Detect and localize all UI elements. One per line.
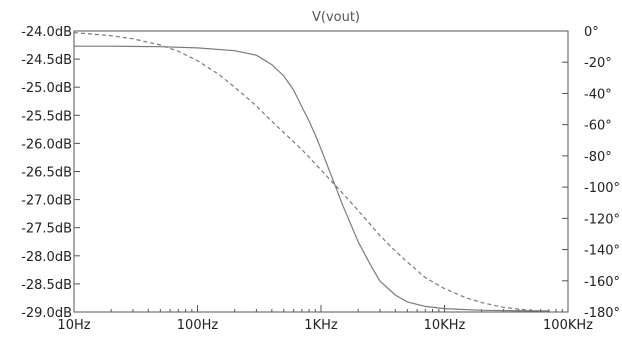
y-right-tick-label: -40° bbox=[584, 87, 612, 102]
x-tick-label: 100Hz bbox=[177, 318, 219, 333]
y-right-tick-label: -160° bbox=[584, 275, 620, 290]
y-right-tick-label: -120° bbox=[584, 212, 620, 227]
y-right-tick-label: -140° bbox=[584, 244, 620, 259]
y-right-tick-label: -60° bbox=[584, 119, 612, 134]
x-tick-label: 10KHz bbox=[424, 318, 466, 333]
chart-title: V(vout) bbox=[312, 10, 360, 25]
y-left-tick-label: -24.0dB bbox=[21, 25, 72, 40]
y-right-tick-label: -100° bbox=[584, 181, 620, 196]
phase-series-line bbox=[73, 32, 549, 313]
y-left-tick-label: -25.0dB bbox=[21, 81, 72, 96]
y-left-tick-label: -25.5dB bbox=[21, 109, 72, 124]
plot-frame bbox=[73, 30, 569, 313]
y-right-tick-label: -20° bbox=[584, 56, 612, 71]
y-left-tick-label: -26.0dB bbox=[21, 137, 72, 152]
x-tick-label: 1KHz bbox=[304, 318, 338, 333]
y-left-tick-label: -24.5dB bbox=[21, 53, 72, 68]
x-tick-label: 10Hz bbox=[57, 318, 90, 333]
series-layer bbox=[73, 32, 549, 313]
y-left-tick-label: -26.5dB bbox=[21, 166, 72, 181]
y-left-tick-label: -28.5dB bbox=[21, 278, 72, 293]
y-right-tick-label: 0° bbox=[584, 25, 599, 40]
axes: 10Hz 100Hz 1KHz 10KHz 100KHz -24.0dB -24.5dB -2… bbox=[21, 25, 620, 333]
x-tick-label: 100KHz bbox=[543, 318, 593, 333]
y-left-tick-label: -27.5dB bbox=[21, 222, 72, 237]
magnitude-series-line bbox=[74, 45, 549, 312]
y-left-tick-label: -28.0dB bbox=[21, 250, 72, 265]
y-right-tick-label: -80° bbox=[584, 150, 612, 165]
y-left-tick-label: -29.0dB bbox=[21, 306, 72, 321]
y-right-tick-label: -180° bbox=[584, 306, 620, 321]
y-left-tick-label: -27.0dB bbox=[21, 194, 72, 209]
